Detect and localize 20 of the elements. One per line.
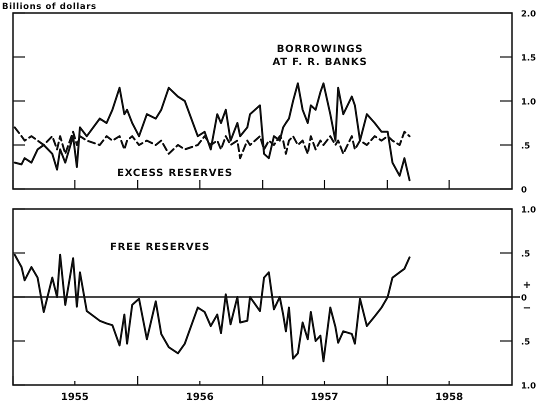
y-tick-label: .5 <box>521 338 530 348</box>
y-tick-label: 1.5 <box>521 54 536 64</box>
y-tick-label: 1.0 <box>521 382 536 392</box>
text: + <box>522 280 532 291</box>
text: BORROWINGS AT F. R. BANKS <box>272 44 368 68</box>
text: FREE RESERVES <box>110 242 210 253</box>
y-axis-title: Billions of dollars <box>2 2 97 12</box>
y-tick-label: 1.0 <box>521 206 536 216</box>
x-tick-label: 1958 <box>435 392 464 403</box>
x-tick-label: 1955 <box>60 392 89 403</box>
y-tick-label: .5 <box>521 142 530 152</box>
series-label: EXCESS RESERVES <box>117 168 233 179</box>
y-tick-label: 1.0 <box>521 98 536 108</box>
x-tick-label: 1956 <box>186 392 214 403</box>
x-tick-label: 1957 <box>310 392 338 403</box>
y-tick-label: 2.0 <box>521 10 536 20</box>
text: − <box>522 303 532 314</box>
y-tick-label: .5 <box>521 250 530 260</box>
y-tick-label: 0 <box>521 294 527 304</box>
y-tick-label: 0 <box>521 186 527 196</box>
